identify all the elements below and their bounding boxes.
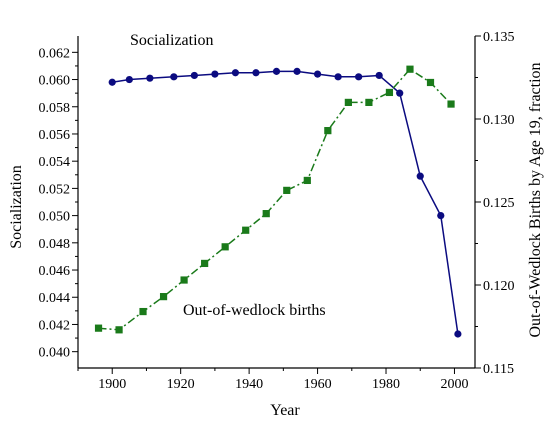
socialization-point	[108, 78, 116, 86]
births-point	[201, 259, 209, 268]
births-point	[262, 210, 270, 218]
births-point	[115, 326, 123, 334]
y-right-tick-label: 0.125	[483, 196, 515, 211]
y-left-tick-label: 0.050	[39, 210, 71, 225]
x-axis-title: Year	[270, 402, 300, 419]
socialization-point	[416, 172, 424, 180]
socialization-point	[454, 330, 462, 338]
x-tick-label: 2000	[440, 377, 468, 392]
x-tick-label: 1940	[235, 377, 263, 392]
y-left-tick-label: 0.056	[39, 128, 71, 143]
socialization-point	[211, 70, 219, 78]
socialization-line	[112, 70, 459, 335]
annotation-births: Out-of-wedlock births	[183, 302, 326, 319]
socialization-point	[170, 73, 178, 81]
socialization-point	[231, 69, 240, 77]
births-point	[221, 243, 229, 251]
births-point	[159, 293, 168, 301]
socialization-point	[125, 75, 133, 84]
x-tick-label: 1960	[304, 377, 332, 392]
socialization-point	[293, 67, 301, 75]
y-left-tick-label: 0.052	[39, 182, 71, 197]
y-right-tick-label: 0.115	[483, 362, 514, 377]
births-line	[98, 68, 452, 331]
socialization-point	[190, 71, 198, 80]
y-left-axis-title: Socialization	[8, 165, 25, 249]
births-point	[180, 276, 188, 284]
y-left-tick-label: 0.054	[39, 155, 71, 170]
y-right-axis-title: Out-of-Wedlock Births by Age 19, fractio…	[527, 62, 544, 337]
y-left-tick-label: 0.046	[39, 264, 71, 279]
births-point	[324, 127, 332, 135]
births-point	[139, 307, 147, 316]
socialization-point	[375, 71, 383, 80]
y-right-tick-label: 0.130	[483, 113, 515, 128]
births-point	[303, 176, 311, 185]
births-point	[242, 226, 250, 234]
socialization-point	[355, 73, 363, 81]
births-point	[94, 324, 103, 332]
y-left-tick-label: 0.058	[39, 101, 71, 116]
births-point	[447, 100, 455, 108]
y-left-tick-label: 0.048	[39, 237, 71, 252]
ticks: 1900 1920 1940 1960 1980 2000 0.040 0.042 0.044 0…	[39, 30, 515, 392]
y-left-tick-label: 0.062	[39, 46, 71, 61]
socialization-point	[252, 69, 260, 77]
y-right-tick-label: 0.120	[483, 279, 515, 294]
births-point	[365, 98, 373, 106]
socialization-point	[437, 212, 445, 220]
socialization-point	[313, 70, 322, 78]
socialization-point	[272, 67, 281, 75]
annotation-socialization: Socialization	[130, 32, 214, 49]
socialization-point	[146, 74, 154, 82]
y-left-tick-label: 0.040	[39, 346, 71, 361]
births-point	[385, 88, 394, 97]
socialization-point	[334, 73, 342, 81]
y-left-tick-label: 0.042	[39, 318, 71, 333]
x-tick-label: 1980	[372, 377, 400, 392]
y-left-tick-label: 0.060	[39, 74, 71, 89]
births-point	[406, 65, 414, 73]
x-tick-label: 1920	[167, 377, 195, 392]
births-point	[344, 98, 352, 106]
y-left-tick-label: 0.044	[39, 291, 71, 306]
y-right-tick-label: 0.135	[483, 30, 515, 45]
births-point	[283, 186, 291, 194]
x-tick-label: 1900	[98, 377, 126, 392]
births-point	[426, 78, 435, 87]
socialization-point	[396, 89, 404, 97]
series	[94, 65, 462, 338]
